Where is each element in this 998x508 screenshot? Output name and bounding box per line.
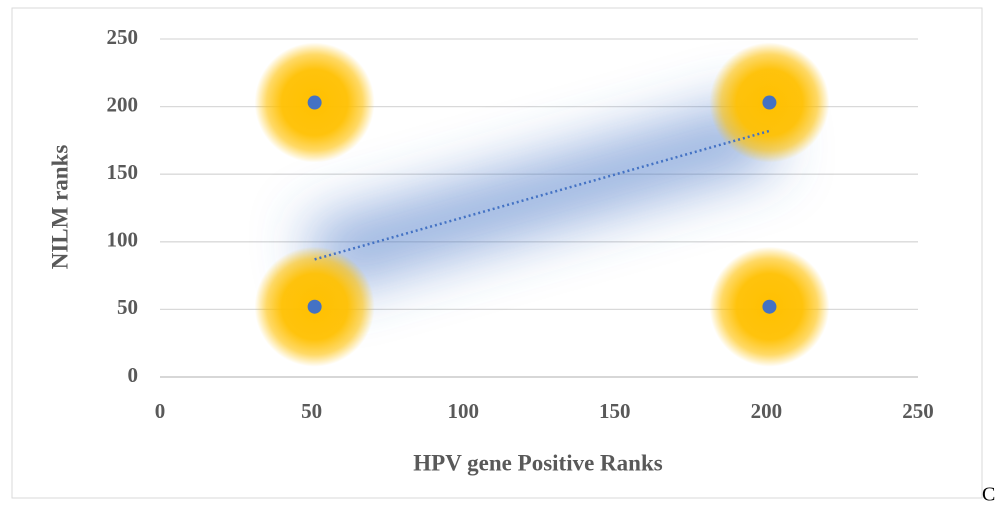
point (762, 299, 777, 314)
y-tick-label: 50 (117, 295, 138, 319)
y-tick-label: 200 (107, 92, 139, 116)
y-tick-label: 250 (107, 25, 139, 49)
x-tick-label: 100 (447, 399, 479, 423)
y-tick-label: 150 (107, 160, 139, 184)
trendline (314, 129, 770, 261)
point (307, 95, 322, 110)
x-tick-label: 150 (599, 399, 631, 423)
x-tick-label: 50 (301, 399, 322, 423)
chart-frame (11, 7, 983, 499)
x-tick-label: 250 (902, 399, 934, 423)
annotation: C (982, 484, 995, 506)
y-tick-label: 100 (107, 228, 139, 252)
point (307, 299, 322, 314)
x-tick-label: 0 (155, 399, 166, 423)
x-axis-title: HPV gene Positive Ranks (413, 450, 662, 475)
point (762, 95, 777, 110)
x-tick-label: 200 (751, 399, 783, 423)
y-axis-title: NILM ranks (47, 145, 72, 270)
y-tick-label: 0 (128, 363, 139, 387)
